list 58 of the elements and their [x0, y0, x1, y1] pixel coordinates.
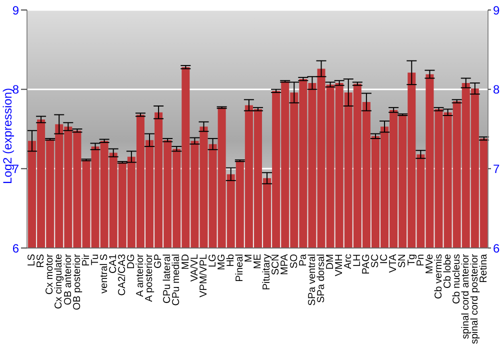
y-axis-title: Log2 (expression) — [0, 88, 14, 184]
x-tick-label: spinal cord anterior — [460, 253, 472, 340]
x-tick-label: MD — [180, 254, 192, 270]
x-tick-label: Pituitary — [262, 254, 273, 290]
x-tick-label: spinal cord posterior — [470, 253, 481, 344]
x-tick-label: Cb nucleus — [451, 254, 462, 304]
x-tick-label: SPa dorsal — [316, 254, 327, 303]
x-tick-label: Cb lobe — [442, 254, 454, 288]
x-tick-label: DM — [324, 254, 336, 270]
x-tick-label: MG — [216, 254, 228, 270]
y-tick-label: 6 — [12, 241, 20, 256]
x-tick-label: M — [244, 254, 255, 262]
x-tick-label: A anterior — [135, 253, 146, 297]
x-tick-label: LH — [352, 254, 364, 267]
y-tick-label: 8 — [12, 82, 20, 97]
x-tick-label: ventral S — [98, 254, 110, 294]
x-tick-label: LS — [26, 254, 38, 266]
y2-tick-label: 6 — [493, 241, 500, 256]
x-tick-label: RS — [36, 254, 47, 268]
x-tick-label: DG — [126, 254, 138, 269]
y2-tick-label: 8 — [493, 82, 500, 97]
y2-tick-label: 7 — [493, 162, 500, 176]
x-tick-label: Retina — [478, 254, 490, 283]
x-tick-label: Pineal — [234, 254, 246, 282]
y2-tick-label: 9 — [493, 3, 500, 18]
x-tick-label: SO — [288, 254, 300, 268]
x-tick-label: CPu medial — [171, 254, 182, 306]
x-tick-label: Pn — [415, 254, 426, 266]
x-tick-label: CA1 — [108, 254, 119, 274]
x-tick-label: SN — [397, 254, 408, 268]
x-tick-label: Hb — [225, 254, 236, 267]
x-tick-label: OB anterior — [62, 253, 74, 306]
x-tick-label: VPM/VPL — [198, 254, 210, 298]
x-tick-label: Arc — [342, 254, 354, 269]
x-tick-label: A posterior — [144, 253, 156, 302]
x-tick-label: LG — [207, 254, 218, 268]
x-tick-label: Tg — [406, 254, 418, 266]
x-tick-label: Tu — [90, 254, 101, 266]
x-tick-label: Cb vermis — [433, 254, 444, 300]
x-tick-label: MVe — [424, 254, 436, 274]
x-tick-label: Pir — [80, 253, 92, 266]
x-tick-label: OB posterior — [72, 253, 83, 310]
x-tick-label: IC — [379, 254, 390, 264]
x-tick-label: MPA — [280, 254, 291, 275]
y-tick-label: 7 — [12, 162, 20, 176]
y-tick-label: 9 — [12, 3, 20, 18]
x-tick-label: VMH — [334, 254, 345, 276]
x-tick-label: CA2/CA3 — [117, 254, 128, 296]
x-tick-label: GP — [153, 254, 164, 268]
x-tick-label: ME — [252, 254, 264, 269]
x-tick-label: SCN — [270, 254, 282, 276]
x-tick-label: Pa — [298, 254, 309, 266]
x-tick-label: SPa ventral — [306, 254, 318, 306]
x-tick-label: PAG — [361, 254, 372, 274]
x-tick-label: VTA — [388, 254, 400, 273]
x-tick-label: VA/VL — [189, 254, 200, 282]
x-tick-label: Cx cingulate — [54, 254, 65, 310]
x-tick-label: SC — [370, 254, 382, 268]
